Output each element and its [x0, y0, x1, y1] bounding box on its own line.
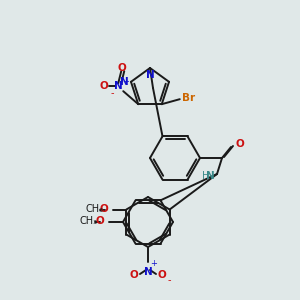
Text: N: N: [146, 70, 154, 80]
Text: Br: Br: [182, 93, 195, 103]
Text: O: O: [100, 203, 108, 214]
Text: O: O: [158, 270, 166, 280]
Text: -: -: [110, 88, 114, 98]
Text: O: O: [100, 81, 109, 91]
Text: +: +: [122, 77, 129, 86]
Text: O: O: [130, 270, 138, 280]
Text: O: O: [95, 216, 104, 226]
Text: CH₃: CH₃: [80, 216, 98, 226]
Text: +: +: [151, 259, 158, 268]
Text: N: N: [206, 171, 215, 181]
Text: CH₃: CH₃: [85, 203, 103, 214]
Text: N: N: [114, 81, 123, 91]
Text: O: O: [118, 63, 127, 73]
Text: N: N: [120, 77, 129, 87]
Text: O: O: [235, 139, 244, 149]
Text: N: N: [144, 267, 152, 277]
Text: H: H: [202, 171, 209, 181]
Text: -: -: [167, 275, 171, 285]
